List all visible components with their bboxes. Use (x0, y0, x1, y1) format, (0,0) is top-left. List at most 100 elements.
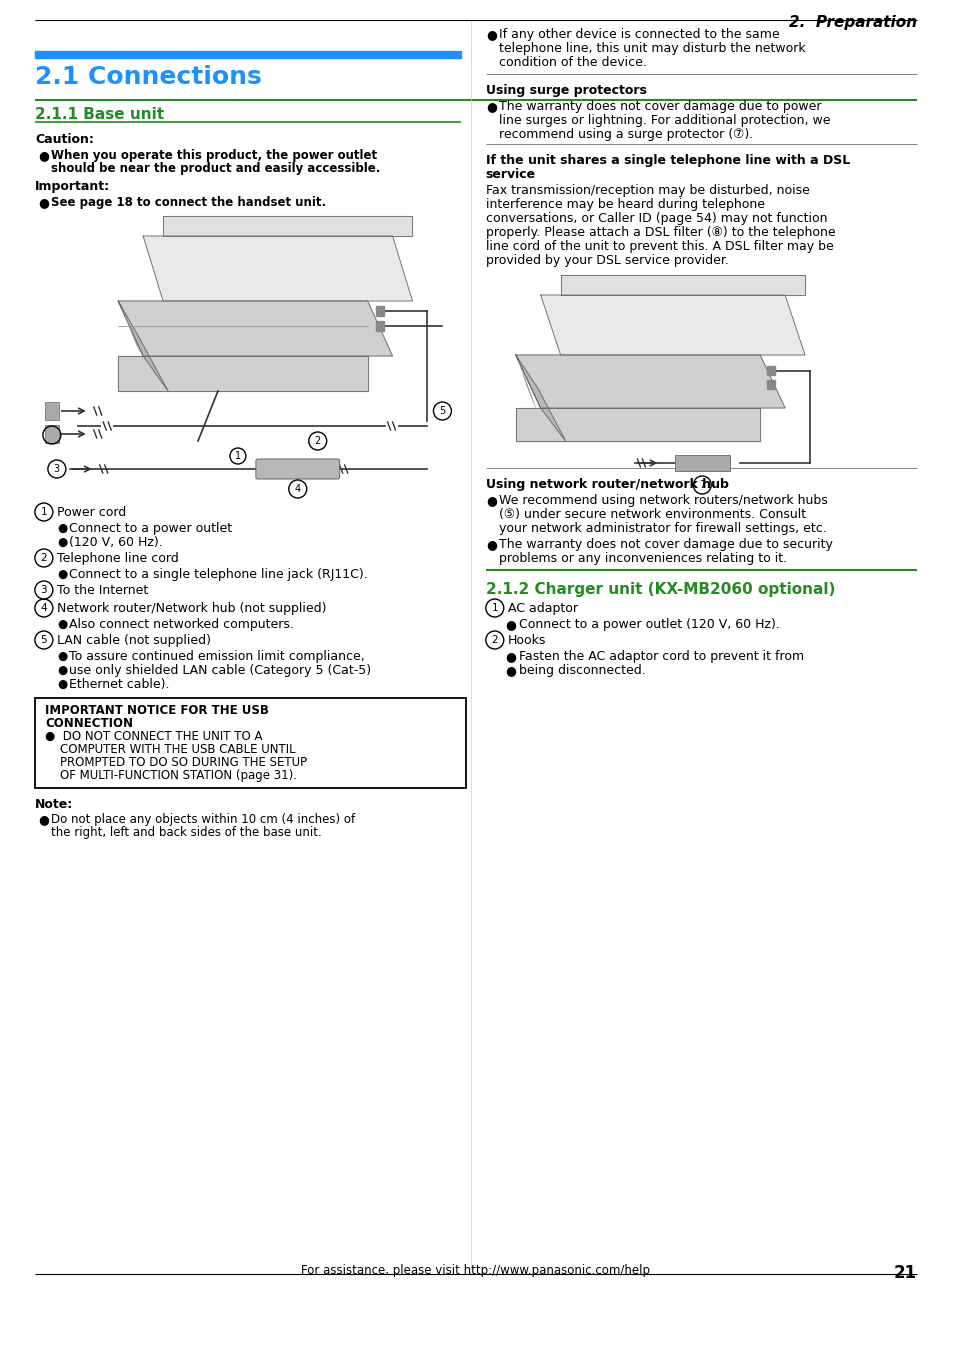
Text: being disconnected.: being disconnected. (518, 664, 645, 677)
Text: Connect to a power outlet (120 V, 60 Hz).: Connect to a power outlet (120 V, 60 Hz)… (518, 618, 779, 631)
Text: 1: 1 (491, 603, 497, 612)
Text: 6: 6 (49, 430, 55, 440)
Polygon shape (516, 407, 760, 441)
Polygon shape (560, 275, 804, 295)
Text: your network administrator for firewall settings, etc.: your network administrator for firewall … (498, 522, 825, 536)
Text: Fax transmission/reception may be disturbed, noise: Fax transmission/reception may be distur… (485, 183, 809, 197)
Text: Caution:: Caution: (35, 134, 93, 146)
Text: ●: ● (505, 664, 517, 677)
Text: Hooks: Hooks (507, 634, 545, 648)
Text: OF MULTI-FUNCTION STATION (page 31).: OF MULTI-FUNCTION STATION (page 31). (45, 769, 296, 782)
Bar (375, 321, 383, 331)
Text: ●: ● (38, 148, 49, 162)
Polygon shape (118, 301, 168, 391)
Bar (35, 51, 460, 58)
Text: condition of the device.: condition of the device. (498, 57, 646, 69)
Text: should be near the product and easily accessible.: should be near the product and easily ac… (51, 162, 380, 175)
Text: LAN cable (not supplied): LAN cable (not supplied) (57, 634, 211, 648)
Bar (766, 366, 774, 375)
Polygon shape (163, 216, 412, 236)
Text: When you operate this product, the power outlet: When you operate this product, the power… (51, 148, 376, 162)
Text: PROMPTED TO DO SO DURING THE SETUP: PROMPTED TO DO SO DURING THE SETUP (45, 755, 307, 769)
Bar (375, 306, 383, 316)
Text: 4: 4 (294, 484, 300, 494)
FancyBboxPatch shape (255, 459, 339, 479)
Text: 2.  Preparation: 2. Preparation (788, 15, 916, 30)
Text: 5: 5 (438, 406, 445, 415)
Text: 21: 21 (893, 1264, 916, 1282)
Text: line surges or lightning. For additional protection, we: line surges or lightning. For additional… (498, 115, 829, 127)
Bar (675, 455, 729, 471)
Text: ●: ● (57, 664, 67, 677)
Text: IMPORTANT NOTICE FOR THE USB: IMPORTANT NOTICE FOR THE USB (45, 704, 269, 718)
Text: interference may be heard during telephone: interference may be heard during telepho… (485, 198, 764, 210)
Text: ●  DO NOT CONNECT THE UNIT TO A: ● DO NOT CONNECT THE UNIT TO A (45, 730, 262, 743)
Text: 7: 7 (699, 480, 704, 490)
Text: To assure continued emission limit compliance,: To assure continued emission limit compl… (69, 650, 364, 662)
Text: the right, left and back sides of the base unit.: the right, left and back sides of the ba… (51, 826, 321, 839)
Bar (35, 697, 465, 788)
Text: The warranty does not cover damage due to power: The warranty does not cover damage due t… (498, 100, 821, 113)
Text: 2.1.2 Charger unit (KX-MB2060 optional): 2.1.2 Charger unit (KX-MB2060 optional) (485, 581, 834, 598)
Polygon shape (516, 355, 565, 441)
Text: 2: 2 (491, 635, 497, 645)
Text: We recommend using network routers/network hubs: We recommend using network routers/netwo… (498, 494, 826, 507)
Text: ●: ● (485, 538, 497, 550)
Text: 1: 1 (41, 507, 47, 517)
Text: 2: 2 (41, 553, 47, 563)
Bar (45, 402, 59, 420)
Text: ●: ● (57, 536, 67, 549)
Bar (766, 380, 774, 389)
Text: See page 18 to connect the handset unit.: See page 18 to connect the handset unit. (51, 196, 326, 209)
Text: (⑤) under secure network environments. Consult: (⑤) under secure network environments. C… (498, 509, 805, 521)
Text: ●: ● (38, 196, 49, 209)
Text: Fasten the AC adaptor cord to prevent it from: Fasten the AC adaptor cord to prevent it… (518, 650, 803, 662)
Text: ●: ● (505, 650, 517, 662)
Text: The warranty does not cover damage due to security: The warranty does not cover damage due t… (498, 538, 832, 550)
Text: service: service (485, 169, 536, 181)
Text: CONNECTION: CONNECTION (45, 718, 132, 730)
Text: ●: ● (57, 618, 67, 631)
Text: 5: 5 (41, 635, 47, 645)
Text: For assistance, please visit http://www.panasonic.com/help: For assistance, please visit http://www.… (301, 1264, 650, 1278)
Text: COMPUTER WITH THE USB CABLE UNTIL: COMPUTER WITH THE USB CABLE UNTIL (45, 743, 295, 755)
Text: 3: 3 (53, 464, 60, 473)
Text: ●: ● (485, 100, 497, 113)
Text: Using network router/network hub: Using network router/network hub (485, 478, 728, 491)
Text: Connect to a power outlet: Connect to a power outlet (69, 522, 232, 536)
Text: Power cord: Power cord (57, 506, 126, 519)
Text: ●: ● (57, 522, 67, 536)
Text: Connect to a single telephone line jack (RJ11C).: Connect to a single telephone line jack … (69, 568, 367, 581)
Text: 4: 4 (41, 603, 47, 612)
Text: use only shielded LAN cable (Category 5 (Cat-5): use only shielded LAN cable (Category 5 … (69, 664, 371, 677)
Polygon shape (118, 356, 367, 391)
Text: ●: ● (505, 618, 517, 631)
Text: Ethernet cable).: Ethernet cable). (69, 679, 169, 691)
Text: Also connect networked computers.: Also connect networked computers. (69, 618, 294, 631)
Text: ●: ● (485, 494, 497, 507)
Text: 2.1 Connections: 2.1 Connections (35, 65, 261, 89)
Text: To the Internet: To the Internet (57, 584, 148, 598)
Polygon shape (143, 236, 412, 301)
Text: 2.1.1 Base unit: 2.1.1 Base unit (35, 107, 164, 121)
Text: If any other device is connected to the same: If any other device is connected to the … (498, 28, 779, 40)
Polygon shape (516, 355, 784, 407)
Text: 3: 3 (41, 585, 47, 595)
Text: Important:: Important: (35, 179, 110, 193)
Text: telephone line, this unit may disturb the network: telephone line, this unit may disturb th… (498, 42, 804, 55)
Text: If the unit shares a single telephone line with a DSL: If the unit shares a single telephone li… (485, 154, 849, 167)
Bar (45, 425, 59, 442)
Text: 1: 1 (234, 451, 241, 461)
Text: Note:: Note: (35, 799, 73, 811)
Text: line cord of the unit to prevent this. A DSL filter may be: line cord of the unit to prevent this. A… (485, 240, 833, 254)
Text: Using surge protectors: Using surge protectors (485, 84, 646, 97)
Text: ●: ● (57, 679, 67, 691)
Text: ●: ● (485, 28, 497, 40)
Text: provided by your DSL service provider.: provided by your DSL service provider. (485, 254, 728, 267)
Text: Telephone line cord: Telephone line cord (57, 552, 178, 565)
Text: problems or any inconveniences relating to it.: problems or any inconveniences relating … (498, 552, 786, 565)
Text: Network router/Network hub (not supplied): Network router/Network hub (not supplied… (57, 602, 326, 615)
Text: AC adaptor: AC adaptor (507, 602, 578, 615)
Text: ●: ● (57, 650, 67, 662)
Polygon shape (540, 295, 804, 355)
